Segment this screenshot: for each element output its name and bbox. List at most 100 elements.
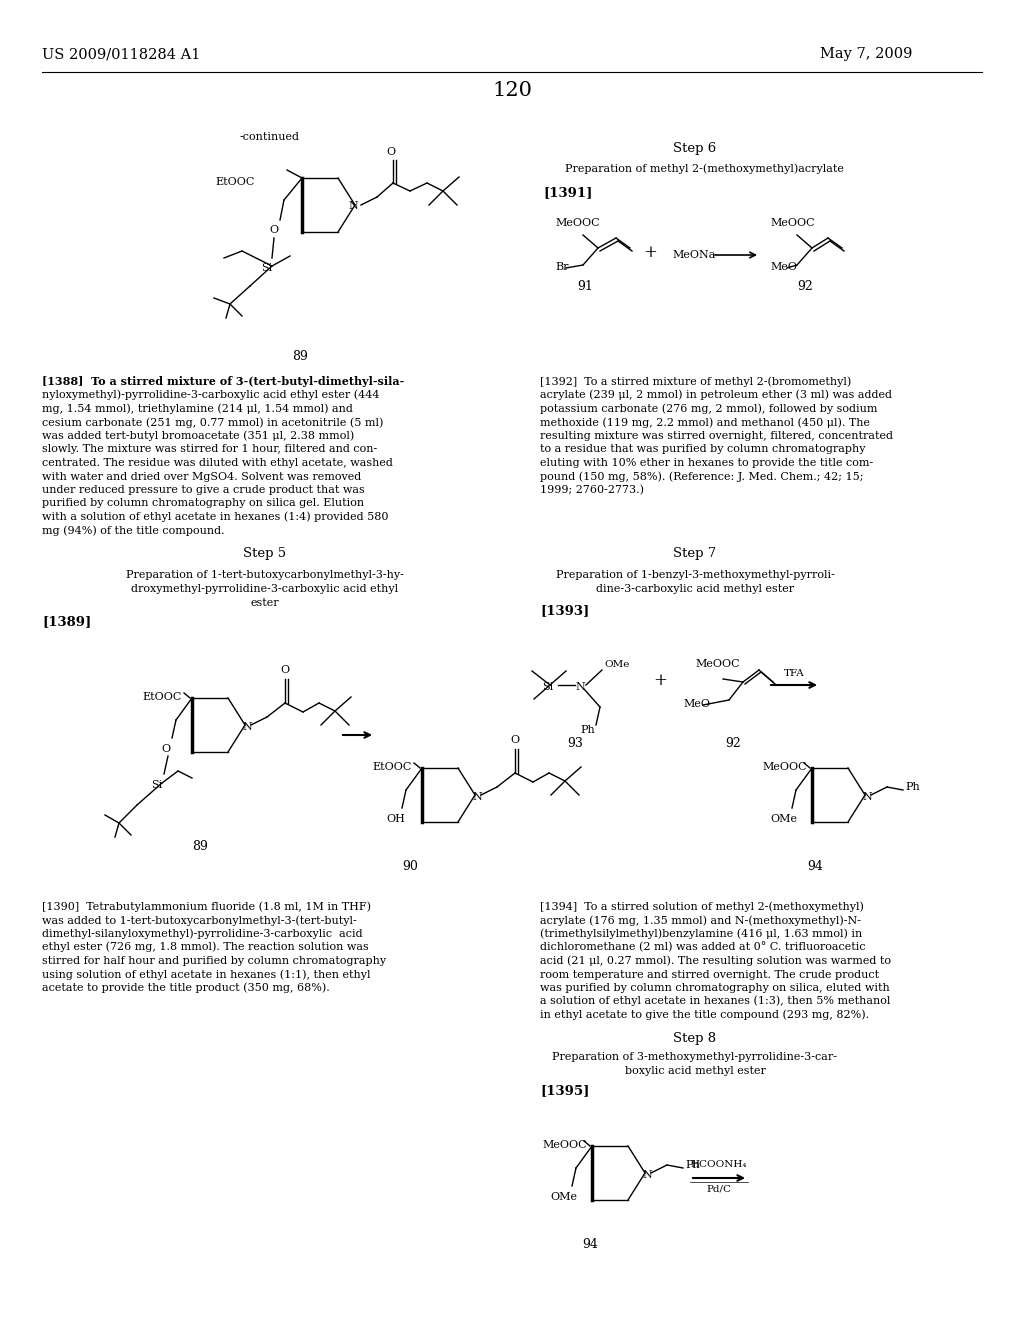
Text: Preparation of methyl 2-(methoxymethyl)acrylate: Preparation of methyl 2-(methoxymethyl)a… <box>565 164 844 174</box>
Text: OMe: OMe <box>551 1192 578 1203</box>
Text: mg (94%) of the title compound.: mg (94%) of the title compound. <box>42 525 224 536</box>
Text: N: N <box>472 792 482 803</box>
Text: [1390]  Tetrabutylammonium fluoride (1.8 ml, 1M in THF): [1390] Tetrabutylammonium fluoride (1.8 … <box>42 902 371 912</box>
Text: N: N <box>348 201 357 211</box>
Text: 92: 92 <box>797 280 813 293</box>
Text: cesium carbonate (251 mg, 0.77 mmol) in acetonitrile (5 ml): cesium carbonate (251 mg, 0.77 mmol) in … <box>42 417 383 428</box>
Text: acid (21 μl, 0.27 mmol). The resulting solution was warmed to: acid (21 μl, 0.27 mmol). The resulting s… <box>540 956 891 966</box>
Text: using solution of ethyl acetate in hexanes (1:1), then ethyl: using solution of ethyl acetate in hexan… <box>42 969 371 979</box>
Text: droxymethyl-pyrrolidine-3-carboxylic acid ethyl: droxymethyl-pyrrolidine-3-carboxylic aci… <box>131 583 398 594</box>
Text: MeOOC: MeOOC <box>555 218 600 228</box>
Text: (trimethylsilylmethyl)benzylamine (416 μl, 1.63 mmol) in: (trimethylsilylmethyl)benzylamine (416 μ… <box>540 928 862 939</box>
Text: a solution of ethyl acetate in hexanes (1:3), then 5% methanol: a solution of ethyl acetate in hexanes (… <box>540 995 891 1006</box>
Text: dimethyl-silanyloxymethyl)-pyrrolidine-3-carboxylic  acid: dimethyl-silanyloxymethyl)-pyrrolidine-3… <box>42 928 362 939</box>
Text: MeOOC: MeOOC <box>542 1140 587 1150</box>
Text: N: N <box>575 682 585 692</box>
Text: Ph: Ph <box>905 781 920 792</box>
Text: N: N <box>642 1170 652 1180</box>
Text: 89: 89 <box>193 840 208 853</box>
Text: methoxide (119 mg, 2.2 mmol) and methanol (450 μl). The: methoxide (119 mg, 2.2 mmol) and methano… <box>540 417 870 428</box>
Text: MeO: MeO <box>770 261 797 272</box>
Text: O: O <box>281 665 290 675</box>
Text: MeOOC: MeOOC <box>762 762 807 772</box>
Text: May 7, 2009: May 7, 2009 <box>820 48 912 61</box>
Text: mg, 1.54 mmol), triethylamine (214 μl, 1.54 mmol) and: mg, 1.54 mmol), triethylamine (214 μl, 1… <box>42 404 353 414</box>
Text: pound (150 mg, 58%). (Reference: J. Med. Chem.; 42; 15;: pound (150 mg, 58%). (Reference: J. Med.… <box>540 471 863 482</box>
Text: in ethyl acetate to give the title compound (293 mg, 82%).: in ethyl acetate to give the title compo… <box>540 1010 869 1020</box>
Text: resulting mixture was stirred overnight, filtered, concentrated: resulting mixture was stirred overnight,… <box>540 432 893 441</box>
Text: O: O <box>162 744 171 754</box>
Text: N: N <box>242 722 252 733</box>
Text: OMe: OMe <box>770 814 798 824</box>
Text: to a residue that was purified by column chromatography: to a residue that was purified by column… <box>540 445 865 454</box>
Text: was purified by column chromatography on silica, eluted with: was purified by column chromatography on… <box>540 983 890 993</box>
Text: acrylate (176 mg, 1.35 mmol) and N-(methoxymethyl)-N-: acrylate (176 mg, 1.35 mmol) and N-(meth… <box>540 915 861 925</box>
Text: slowly. The mixture was stirred for 1 hour, filtered and con-: slowly. The mixture was stirred for 1 ho… <box>42 445 377 454</box>
Text: OH: OH <box>387 814 406 824</box>
Text: EtOOC: EtOOC <box>215 177 254 187</box>
Text: O: O <box>269 224 279 235</box>
Text: N: N <box>862 792 871 803</box>
Text: potassium carbonate (276 mg, 2 mmol), followed by sodium: potassium carbonate (276 mg, 2 mmol), fo… <box>540 404 878 414</box>
Text: Br: Br <box>555 261 568 272</box>
Text: purified by column chromatography on silica gel. Elution: purified by column chromatography on sil… <box>42 499 365 508</box>
Text: 90: 90 <box>402 861 418 873</box>
Text: 1999; 2760-2773.): 1999; 2760-2773.) <box>540 484 644 495</box>
Text: 89: 89 <box>292 350 308 363</box>
Text: [1395]: [1395] <box>540 1084 590 1097</box>
Text: Step 6: Step 6 <box>674 143 717 154</box>
Text: O: O <box>510 735 519 744</box>
Text: eluting with 10% ether in hexanes to provide the title com-: eluting with 10% ether in hexanes to pro… <box>540 458 873 469</box>
Text: room temperature and stirred overnight. The crude product: room temperature and stirred overnight. … <box>540 969 880 979</box>
Text: [1394]  To a stirred solution of methyl 2-(methoxymethyl): [1394] To a stirred solution of methyl 2… <box>540 902 864 912</box>
Text: with a solution of ethyl acetate in hexanes (1:4) provided 580: with a solution of ethyl acetate in hexa… <box>42 511 388 521</box>
Text: nyloxymethyl)-pyrrolidine-3-carboxylic acid ethyl ester (444: nyloxymethyl)-pyrrolidine-3-carboxylic a… <box>42 389 380 400</box>
Text: Preparation of 1-benzyl-3-methoxymethyl-pyrroli-: Preparation of 1-benzyl-3-methoxymethyl-… <box>556 570 835 579</box>
Text: Ph: Ph <box>685 1160 699 1170</box>
Text: ester: ester <box>251 598 280 609</box>
Text: Preparation of 1-tert-butoxycarbonylmethyl-3-hy-: Preparation of 1-tert-butoxycarbonylmeth… <box>126 570 403 579</box>
Text: Step 7: Step 7 <box>674 546 717 560</box>
Text: Si: Si <box>152 780 163 789</box>
Text: 94: 94 <box>582 1238 598 1251</box>
Text: OMe: OMe <box>604 660 630 669</box>
Text: TFA: TFA <box>783 669 805 678</box>
Text: -continued: -continued <box>240 132 300 143</box>
Text: 94: 94 <box>807 861 823 873</box>
Text: EtOOC: EtOOC <box>142 692 181 702</box>
Text: 93: 93 <box>567 737 583 750</box>
Text: MeO: MeO <box>683 700 710 709</box>
Text: Ph: Ph <box>581 725 595 735</box>
Text: [1388]  To a stirred mixture of 3-(tert-butyl-dimethyl-sila-: [1388] To a stirred mixture of 3-(tert-b… <box>42 376 404 387</box>
Text: +: + <box>653 672 667 689</box>
Text: with water and dried over MgSO4. Solvent was removed: with water and dried over MgSO4. Solvent… <box>42 471 361 482</box>
Text: stirred for half hour and purified by column chromatography: stirred for half hour and purified by co… <box>42 956 386 966</box>
Text: MeOOC: MeOOC <box>770 218 815 228</box>
Text: [1389]: [1389] <box>42 615 91 628</box>
Text: MeOOC: MeOOC <box>695 659 739 669</box>
Text: Preparation of 3-methoxymethyl-pyrrolidine-3-car-: Preparation of 3-methoxymethyl-pyrrolidi… <box>553 1052 838 1063</box>
Text: 120: 120 <box>492 81 532 100</box>
Text: 92: 92 <box>725 737 741 750</box>
Text: was added to 1-tert-butoxycarbonylmethyl-3-(tert-butyl-: was added to 1-tert-butoxycarbonylmethyl… <box>42 915 356 925</box>
Text: [1393]: [1393] <box>540 605 589 616</box>
Text: EtOOC: EtOOC <box>372 762 412 772</box>
Text: dichloromethane (2 ml) was added at 0° C. trifluoroacetic: dichloromethane (2 ml) was added at 0° C… <box>540 942 865 953</box>
Text: boxylic acid methyl ester: boxylic acid methyl ester <box>625 1067 765 1076</box>
Text: [1392]  To a stirred mixture of methyl 2-(bromomethyl): [1392] To a stirred mixture of methyl 2-… <box>540 376 851 387</box>
Text: was added tert-butyl bromoacetate (351 μl, 2.38 mmol): was added tert-butyl bromoacetate (351 μ… <box>42 430 354 441</box>
Text: acrylate (239 μl, 2 mmol) in petroleum ether (3 ml) was added: acrylate (239 μl, 2 mmol) in petroleum e… <box>540 389 892 400</box>
Text: Step 8: Step 8 <box>674 1032 717 1045</box>
Text: Pd/C: Pd/C <box>707 1185 731 1195</box>
Text: 91: 91 <box>578 280 593 293</box>
Text: MeONa: MeONa <box>672 249 716 260</box>
Text: Si: Si <box>543 682 554 692</box>
Text: acetate to provide the title product (350 mg, 68%).: acetate to provide the title product (35… <box>42 982 330 993</box>
Text: US 2009/0118284 A1: US 2009/0118284 A1 <box>42 48 201 61</box>
Text: ethyl ester (726 mg, 1.8 mmol). The reaction solution was: ethyl ester (726 mg, 1.8 mmol). The reac… <box>42 942 369 953</box>
Text: [1391]: [1391] <box>543 186 592 199</box>
Text: Si: Si <box>261 263 272 273</box>
Text: +: + <box>643 244 657 261</box>
Text: dine-3-carboxylic acid methyl ester: dine-3-carboxylic acid methyl ester <box>596 583 794 594</box>
Text: HCOONH₄: HCOONH₄ <box>691 1160 748 1170</box>
